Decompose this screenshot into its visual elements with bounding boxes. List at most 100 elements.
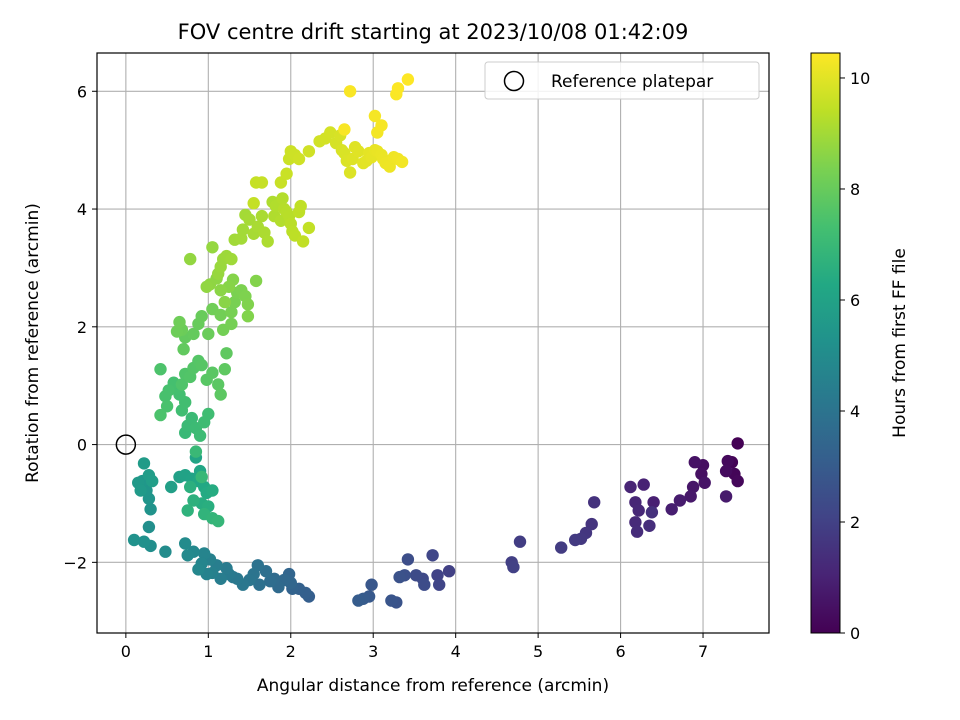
data-point (684, 490, 697, 503)
data-point (632, 504, 645, 517)
data-point (630, 525, 644, 538)
data-point (177, 343, 190, 356)
data-point (385, 594, 398, 607)
data-point (418, 578, 431, 591)
data-point (127, 533, 141, 547)
data-point (686, 480, 700, 494)
data-point (442, 565, 456, 578)
data-point (302, 145, 316, 158)
data-point (189, 445, 203, 458)
data-point (195, 470, 208, 484)
data-point (719, 490, 733, 503)
data-point (160, 400, 174, 413)
data-point (206, 366, 219, 379)
y-tick-label: 2 (77, 318, 87, 337)
data-point (206, 484, 219, 497)
data-point (243, 213, 256, 226)
data-point (165, 480, 178, 494)
data-point (719, 464, 733, 478)
y-tick-label: 0 (77, 436, 87, 455)
data-point (195, 310, 208, 323)
data-point (214, 308, 227, 322)
legend: Reference platepar (484, 61, 760, 100)
colorbar-title: Hours from first FF file (890, 248, 910, 438)
data-point (181, 549, 194, 562)
data-point (688, 456, 701, 469)
data-point (643, 519, 656, 532)
data-point (731, 474, 744, 488)
data-point (343, 166, 357, 179)
data-point (159, 390, 172, 403)
data-point (294, 199, 307, 213)
data-point (395, 155, 409, 169)
y-axis-ticks: −2 0 2 4 6 (63, 82, 97, 572)
data-point (200, 280, 213, 293)
data-point (324, 126, 337, 139)
data-point (368, 109, 382, 123)
colorbar-tick-label: 4 (850, 402, 860, 421)
colorbar-tick-label: 10 (850, 69, 870, 88)
data-point (225, 317, 238, 331)
data-point (146, 474, 159, 488)
data-point (261, 235, 274, 248)
x-tick-label: 7 (698, 642, 708, 661)
legend-marker-icon (503, 70, 525, 92)
data-point (214, 388, 227, 401)
data-point (154, 408, 167, 422)
y-tick-label: 4 (77, 200, 87, 219)
data-point (218, 363, 231, 376)
data-point (274, 176, 288, 189)
data-point (206, 241, 219, 254)
data-point (134, 484, 147, 497)
data-point (673, 494, 687, 507)
y-tick-label: 6 (77, 82, 87, 101)
data-point (185, 411, 198, 425)
data-point (173, 315, 186, 329)
data-point (588, 496, 601, 509)
data-point (276, 192, 289, 205)
colorbar-tick-label: 8 (850, 180, 860, 199)
data-point (225, 305, 238, 319)
data-point (401, 73, 415, 86)
x-axis-ticks: 0 1 2 3 4 5 6 7 (121, 633, 708, 661)
x-tick-label: 1 (203, 642, 213, 661)
data-point (142, 520, 156, 534)
data-point (175, 378, 189, 391)
data-point (181, 504, 194, 517)
data-point (647, 496, 660, 509)
colorbar: 0 2 4 6 8 10 Hours from first FF file (810, 52, 910, 643)
data-point (426, 549, 439, 562)
data-point (184, 480, 197, 494)
x-tick-label: 5 (533, 642, 543, 661)
data-point (264, 575, 277, 588)
data-point (202, 327, 215, 341)
data-point (629, 516, 642, 529)
data-point (585, 517, 598, 531)
data-point (170, 325, 184, 338)
colorbar-tick-label: 2 (850, 513, 860, 532)
data-point (236, 223, 250, 236)
colorbar-frame (810, 52, 841, 634)
data-point (218, 295, 231, 309)
data-point (159, 545, 172, 558)
data-point (352, 145, 365, 158)
data-point (241, 310, 255, 323)
data-point (144, 503, 157, 516)
data-point (154, 363, 167, 376)
data-point (338, 123, 351, 136)
x-tick-label: 6 (615, 642, 625, 661)
data-point (220, 347, 233, 360)
x-tick-label: 2 (286, 642, 296, 661)
data-point (665, 503, 678, 516)
y-tick-label: −2 (63, 553, 87, 572)
data-point (187, 327, 200, 341)
data-point (228, 295, 241, 309)
data-point (225, 252, 238, 266)
data-point (220, 562, 233, 575)
data-point (365, 578, 378, 591)
data-point (192, 563, 205, 576)
colorbar-ticks: 0 2 4 6 8 10 (840, 69, 870, 643)
x-axis-title: Angular distance from reference (arcmin) (257, 676, 609, 696)
data-point (391, 82, 405, 95)
data-point (645, 506, 659, 519)
